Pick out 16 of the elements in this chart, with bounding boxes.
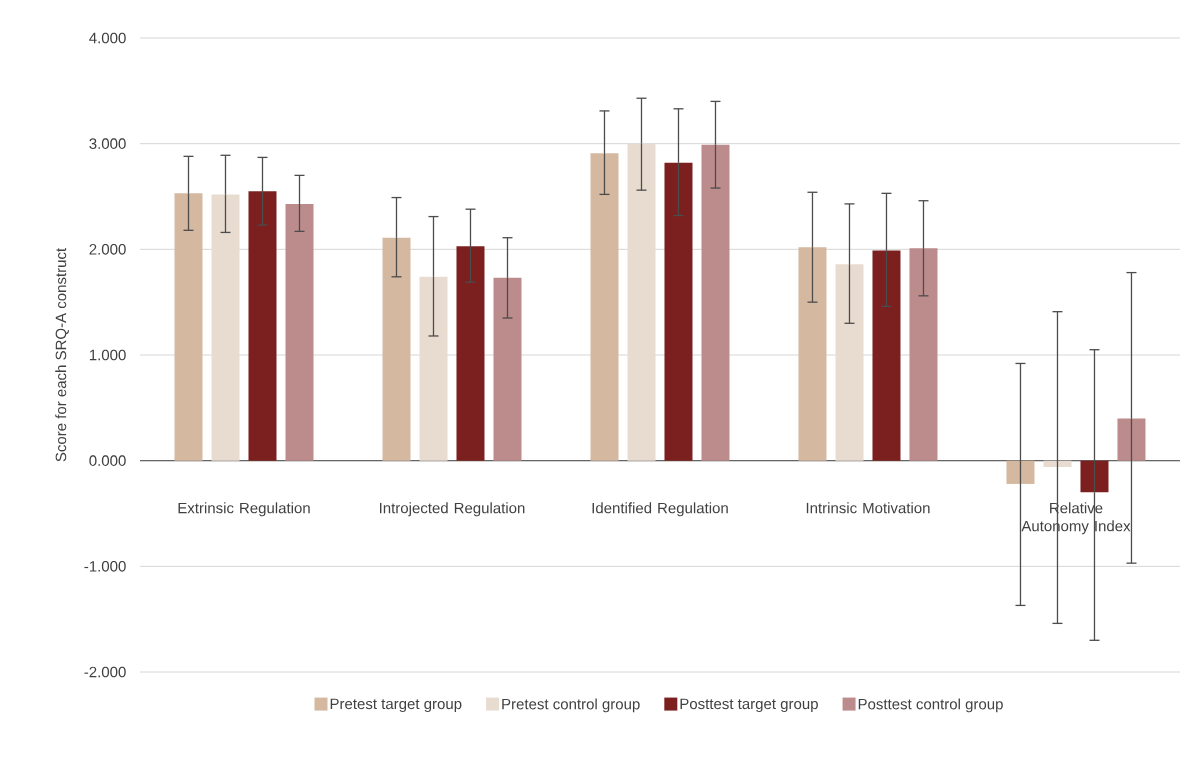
legend-label: Posttest control group	[858, 698, 1003, 713]
y-tick-label: -1.000	[84, 561, 126, 572]
x-tick-label: Extrinsic Regulation	[178, 502, 310, 517]
legend-label: Posttest target group	[680, 698, 818, 713]
y-tick-label: 0.000	[89, 455, 126, 466]
y-tick-label: 4.000	[89, 32, 126, 44]
y-tick-label: 1.000	[89, 349, 126, 361]
y-tick-label: -2.000	[84, 666, 126, 678]
y-tick-label: 2.000	[89, 244, 126, 255]
x-tick-label: Identified Regulation	[592, 502, 728, 517]
x-tick-label: Introjected Regulation	[379, 502, 525, 517]
x-tick-label: Intrinsic Motivation	[806, 502, 930, 514]
legend-label: Pretest target group	[330, 698, 462, 713]
y-axis-title: Score for each SRQ-A construct	[55, 248, 69, 462]
legend-label: Pretest control group	[502, 698, 640, 713]
y-tick-label: 3.000	[89, 138, 126, 149]
